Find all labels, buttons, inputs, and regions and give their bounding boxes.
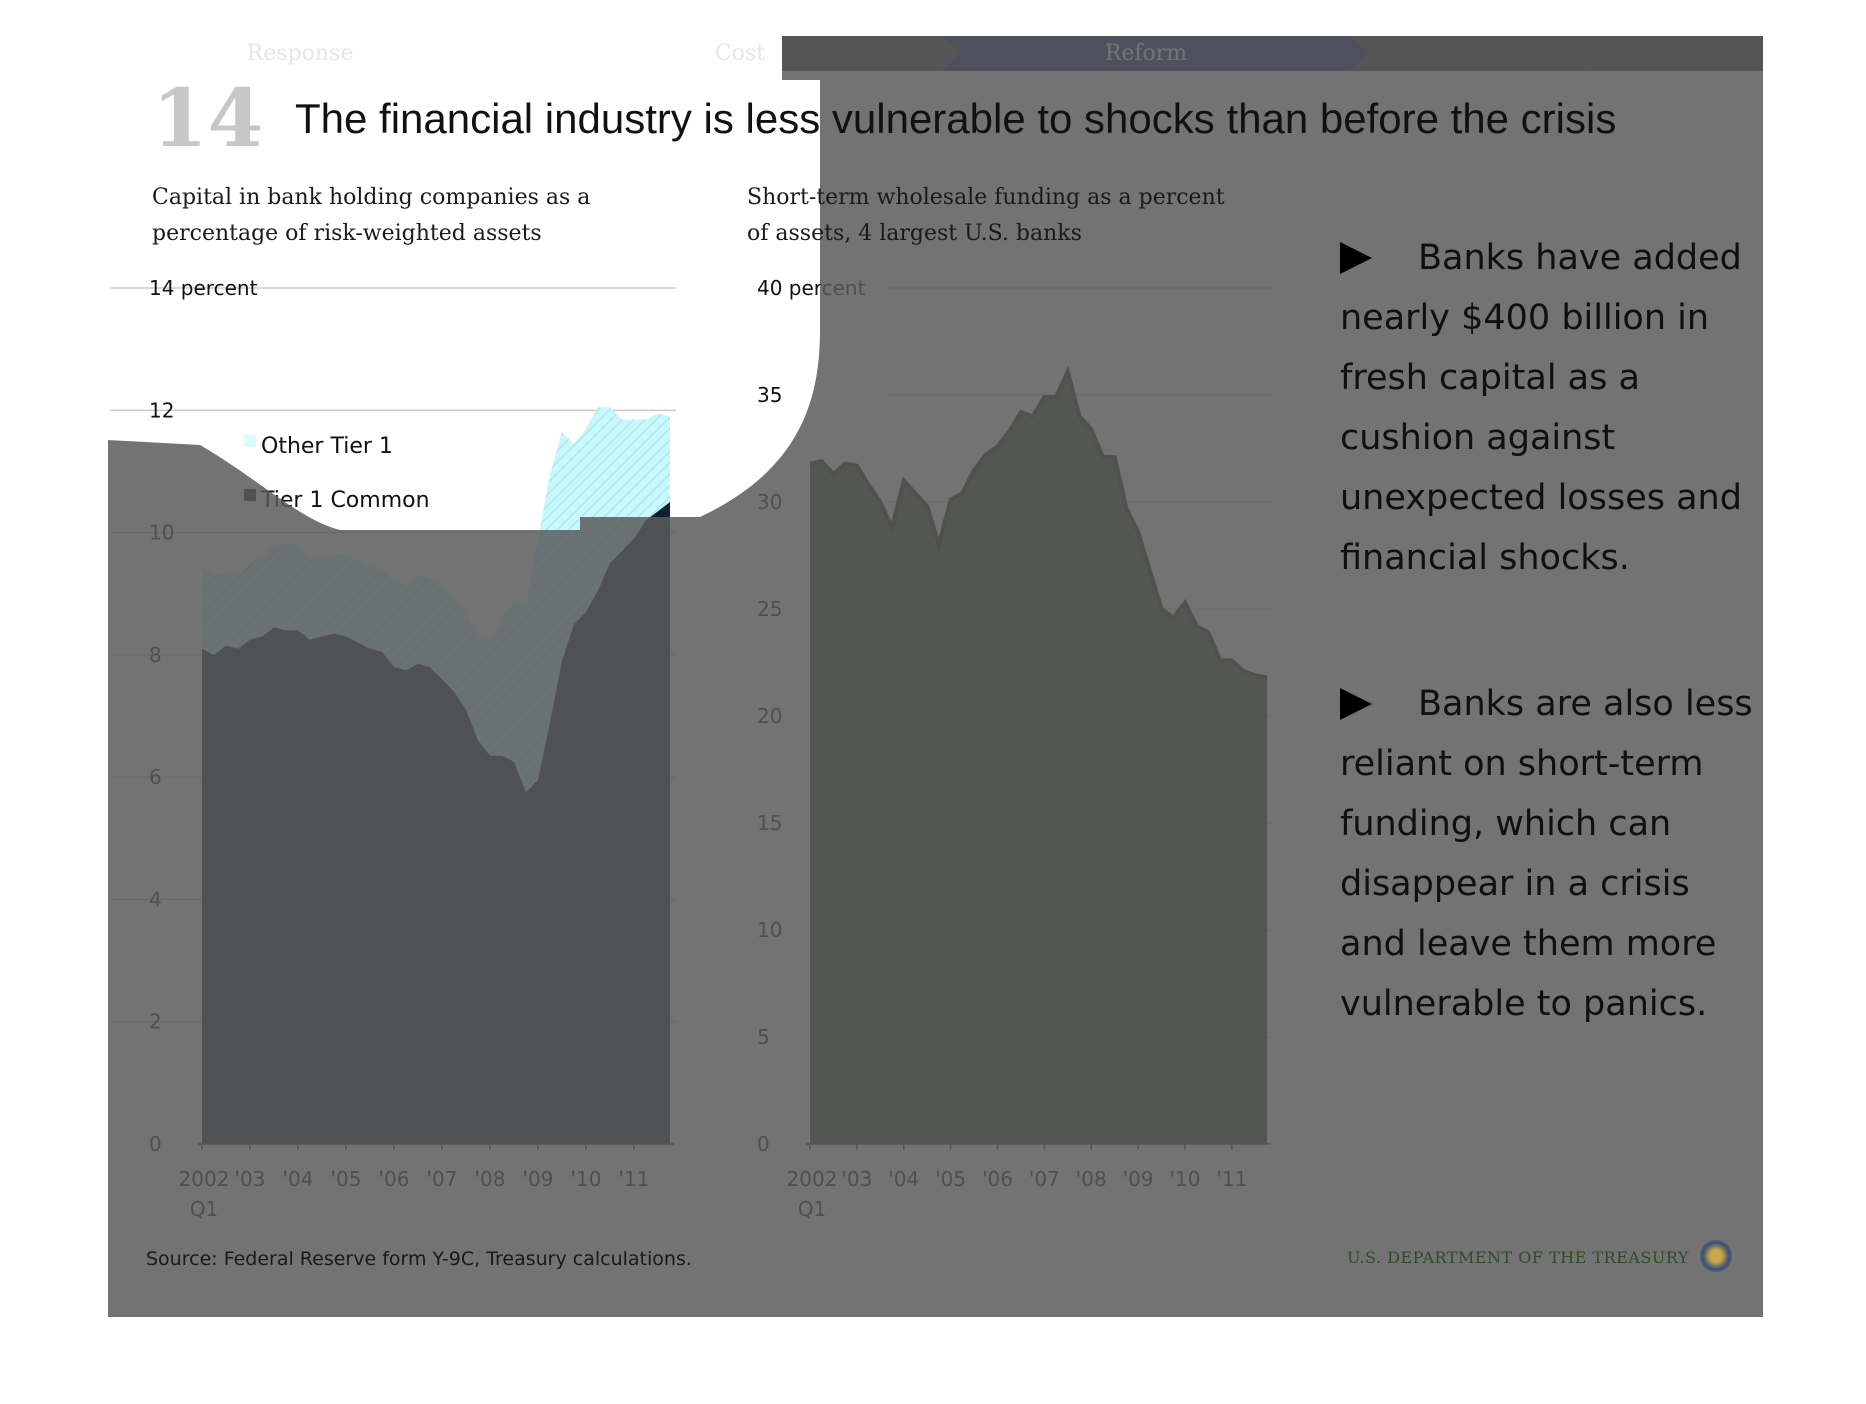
page-title: The financial industry is less vulnerabl…	[295, 95, 1617, 142]
bullet-arrow-icon	[1340, 242, 1372, 274]
slide-number: 14	[152, 71, 264, 165]
bullet-funding: Banks are also less reliant on short-ter…	[1340, 674, 1760, 1034]
nav-tab-response: Response	[247, 41, 354, 66]
y-tick-label: 35	[757, 383, 782, 407]
legend-swatch	[244, 435, 256, 447]
legend-label: Other Tier 1	[261, 434, 393, 459]
treasury-wordmark: U.S. DEPARTMENT OF THE TREASURY	[1347, 1248, 1689, 1267]
bullet-capital: Banks have added nearly $400 billion in …	[1340, 228, 1760, 588]
gray-overlay	[108, 36, 1763, 1317]
y-tick-label: 12	[149, 398, 174, 422]
bullet-text: Banks have added nearly $400 billion in …	[1340, 238, 1742, 578]
treasury-seal-icon	[1700, 1240, 1732, 1272]
bullet-text: Banks are also less reliant on short-ter…	[1340, 684, 1753, 1024]
nav-tab-cost: Cost	[715, 41, 765, 66]
y-tick-label: 14 percent	[149, 276, 258, 300]
chart1-title: Capital in bank holding companies as a p…	[152, 185, 591, 246]
chart2-title: Short-term wholesale funding as a percen…	[747, 185, 1225, 246]
source-note: Source: Federal Reserve form Y-9C, Treas…	[146, 1248, 692, 1270]
bullet-arrow-icon	[1340, 688, 1372, 720]
